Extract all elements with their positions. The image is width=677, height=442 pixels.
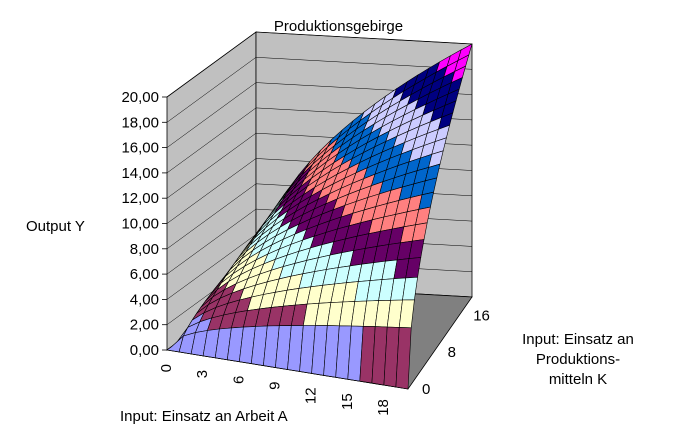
chart-title: Produktionsgebirge	[273, 18, 404, 35]
y-axis-label-line: Input: Einsatz an	[522, 331, 634, 348]
z-tick-label: 8,00	[130, 241, 159, 258]
surface-front	[166, 349, 409, 390]
z-tick-label: 4,00	[130, 291, 159, 308]
x-tick-label: 6	[230, 376, 247, 384]
x-tick-label: 9	[266, 382, 283, 390]
gridline	[166, 31, 473, 98]
z-tick-label: 16,00	[121, 140, 159, 157]
z-tick-label: 0,00	[130, 342, 159, 359]
z-tick-label: 2,00	[130, 317, 159, 334]
x-tick-label: 12	[303, 387, 320, 404]
surface-plot	[166, 43, 473, 390]
z-tick-label: 6,00	[130, 266, 159, 283]
y-tick-label: 8	[448, 344, 456, 361]
y-axis-label: Input: Einsatz an Produktions- mitteln K	[508, 330, 648, 390]
y-axis-label-line: mitteln K	[548, 371, 608, 388]
z-tick-label: 20,00	[121, 89, 159, 106]
x-axis-label: Input: Einsatz an Arbeit A	[120, 408, 288, 425]
z-tick-label: 12,00	[121, 190, 159, 207]
y-tick-label: 0	[422, 381, 430, 398]
z-tick-label: 10,00	[121, 216, 159, 233]
axis-ticks: 0,00 2,00 4,00 6,00 8,00 10,00 12,00 14,00 16,00…	[121, 89, 489, 416]
z-tick-label: 14,00	[121, 165, 159, 182]
x-tick-label: 18	[375, 399, 392, 416]
y-axis-label-line: Produktions-	[535, 351, 621, 368]
x-tick-label: 3	[194, 370, 211, 378]
x-tick-label: 0	[158, 364, 175, 372]
y-tick-label: 16	[473, 307, 490, 324]
x-tick-label: 15	[339, 393, 356, 410]
gridline	[166, 57, 473, 123]
z-axis-label: Output Y	[26, 218, 85, 235]
z-tick-label: 18,00	[121, 114, 159, 131]
